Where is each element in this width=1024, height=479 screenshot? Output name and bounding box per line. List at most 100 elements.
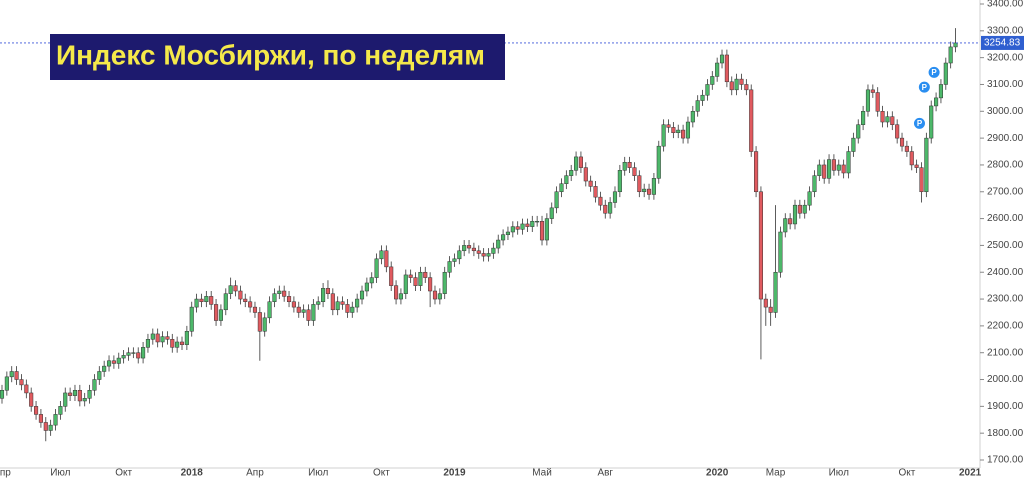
y-tick-label: 2700.00	[987, 186, 1024, 197]
candle-body	[758, 191, 763, 300]
candle-body	[437, 293, 442, 300]
candle-body	[267, 301, 272, 319]
candle-body	[671, 127, 676, 134]
candle-body	[179, 341, 185, 345]
candle-body	[121, 355, 126, 359]
candle-body	[53, 414, 58, 426]
candle-body	[126, 352, 131, 356]
x-tick-label: Апр	[0, 468, 11, 479]
y-tick-label: 2400.00	[987, 267, 1024, 278]
marker-label: P	[917, 119, 923, 128]
candle-body	[34, 406, 39, 415]
x-tick-label: Май	[532, 468, 552, 479]
candle-body	[194, 298, 199, 308]
candle-body	[97, 371, 102, 380]
candle-body	[160, 336, 165, 343]
candle-body	[890, 116, 895, 125]
candle-body	[642, 188, 647, 193]
candle-body	[116, 357, 121, 364]
candle-body	[637, 175, 642, 193]
candle-body	[880, 111, 885, 123]
candle-body	[306, 309, 311, 321]
candle-body	[257, 312, 262, 332]
candle-body	[301, 309, 306, 313]
candle-body	[646, 188, 652, 195]
marker-icon	[917, 80, 931, 94]
candle-body	[209, 296, 214, 305]
y-tick-label: 1900.00	[987, 401, 1024, 412]
x-tick-label: 2018	[181, 468, 204, 479]
candle-body	[535, 221, 540, 223]
candle-body	[539, 221, 545, 241]
candle-body	[277, 290, 282, 294]
candle-body	[617, 170, 622, 193]
candle-body	[141, 347, 146, 359]
candle-body	[233, 285, 238, 292]
candle-body	[286, 296, 292, 302]
candle-body	[432, 290, 438, 300]
candle-body	[131, 352, 136, 354]
y-tick-label: 2100.00	[987, 347, 1024, 358]
candle-body	[428, 277, 433, 292]
candle-body	[719, 54, 725, 64]
candle-body	[574, 156, 579, 171]
candle-body	[374, 258, 379, 278]
candle-body	[705, 84, 710, 96]
candle-body	[398, 293, 403, 300]
candle-body	[321, 288, 326, 302]
candle-body	[364, 282, 369, 292]
candle-body	[807, 191, 812, 206]
candle-body	[729, 81, 734, 91]
candle-body	[19, 379, 24, 386]
candle-body	[510, 226, 515, 233]
candle-body	[846, 151, 851, 174]
candle-body	[943, 62, 948, 85]
candle-body	[734, 78, 739, 91]
candle-body	[218, 309, 223, 321]
candle-body	[335, 301, 340, 311]
candle-body	[82, 398, 87, 402]
candle-body	[466, 245, 472, 249]
candle-body	[462, 245, 467, 252]
candle-body	[496, 239, 501, 249]
x-tick-label: Июл	[50, 468, 70, 479]
candle-body	[603, 204, 608, 214]
candle-body	[423, 271, 428, 278]
candle-body	[243, 298, 248, 302]
y-tick-label: 3400.00	[987, 0, 1024, 10]
candle-body	[695, 100, 700, 112]
candle-body	[598, 196, 603, 206]
candle-body	[452, 258, 457, 262]
candle-body	[14, 371, 19, 380]
candle-body	[330, 293, 335, 311]
candle-body	[549, 207, 554, 219]
candle-body	[471, 247, 476, 252]
candle-body	[223, 293, 228, 311]
y-tick-label: 2200.00	[987, 321, 1024, 332]
candle-body	[651, 178, 656, 195]
candle-body	[145, 339, 150, 348]
candle-body	[369, 277, 374, 284]
candle-body	[384, 250, 389, 268]
candle-body	[43, 422, 48, 431]
candle-body	[690, 111, 695, 123]
candle-body	[899, 137, 905, 147]
candle-body	[282, 290, 287, 297]
candle-body	[953, 42, 958, 48]
candle-body	[48, 424, 53, 431]
chart-title: Индекс Мосбиржи, по неделям	[56, 39, 485, 70]
title-box	[50, 34, 505, 80]
candle-body	[316, 301, 321, 305]
candle-body	[291, 301, 296, 308]
candle-body	[394, 285, 399, 300]
candle-body	[856, 124, 861, 139]
candle-body	[822, 164, 827, 179]
x-tick-label: 2019	[443, 468, 466, 479]
candle-body	[58, 406, 63, 415]
x-tick-label: Июл	[308, 468, 328, 479]
candle-body	[92, 379, 97, 391]
candle-body	[408, 274, 413, 278]
candle-body	[248, 301, 253, 308]
y-tick-label: 3300.00	[987, 25, 1024, 36]
